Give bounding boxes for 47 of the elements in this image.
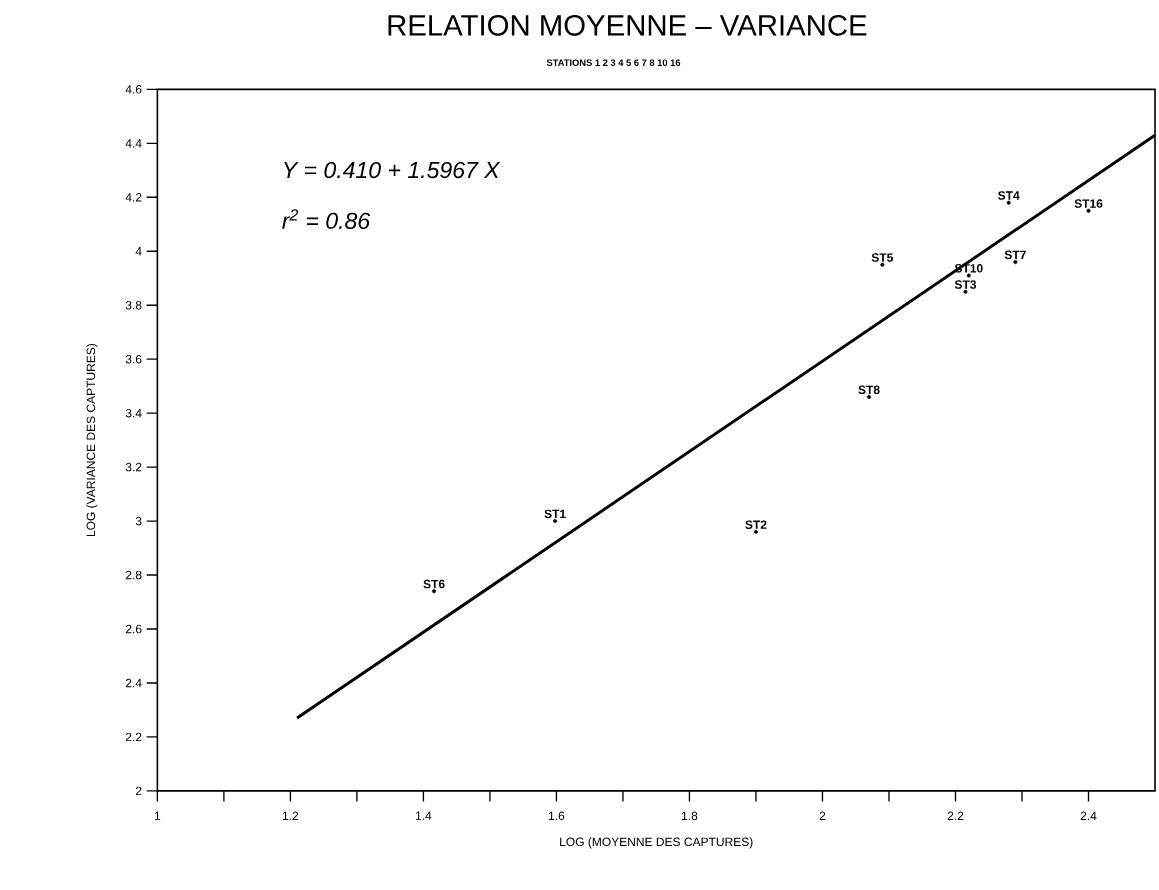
point: [432, 589, 437, 594]
y-tick-label: 3.6: [125, 355, 142, 364]
y-axis-title: LOG (VARIANCE DES CAPTURES): [86, 344, 98, 537]
point: [963, 289, 968, 294]
x-tick-label: 2: [819, 811, 826, 821]
point: [966, 273, 971, 278]
point: [753, 530, 758, 535]
data-label: ST7: [1004, 250, 1026, 260]
annotation: r$^{2}$ = 0.86: [282, 209, 371, 230]
x-tick-label: 1.6: [549, 811, 565, 821]
y-tick-label: 4: [135, 247, 142, 256]
chart-subtitle: STATIONS 1 2 3 4 5 6 7 8 10 16: [546, 59, 681, 67]
x-tick-label: 1: [154, 811, 161, 821]
x-tick-label: 1.4: [415, 811, 432, 821]
point: [867, 395, 872, 400]
x-tick-label: 2.4: [1080, 811, 1097, 821]
data-label: ST6: [423, 579, 445, 589]
y-tick-label: 2.2: [125, 732, 142, 742]
y-tick-label: 3.4: [125, 409, 142, 418]
point: [1006, 200, 1011, 205]
data-label: ST3: [954, 280, 977, 289]
y-tick-label: 4.6: [125, 85, 142, 94]
annotation: Y = 0.410 + 1.5967 X: [284, 162, 501, 179]
data-label: ST8: [858, 385, 880, 395]
data-label: ST16: [1074, 199, 1103, 209]
y-tick-label: 3.2: [125, 463, 142, 472]
x-tick-label: 1.8: [682, 811, 698, 821]
data-label: ST1: [544, 509, 566, 519]
x-tick-label: 1.2: [282, 811, 299, 821]
y-tick-label: 4.4: [125, 139, 142, 148]
x-tick-label: 2.2: [947, 811, 964, 821]
y-tick-label: 2.4: [125, 678, 142, 688]
point: [1086, 208, 1091, 213]
y-tick-label: 2.6: [125, 624, 142, 634]
y-tick-label: 2.8: [125, 570, 142, 580]
point: [553, 519, 558, 524]
chart-title: RELATION MOYENNE – VARIANCE: [388, 15, 867, 36]
data-label: ST4: [998, 191, 1020, 200]
point: [880, 262, 885, 267]
y-tick-label: 3.8: [125, 301, 142, 310]
data-label: ST5: [871, 253, 893, 263]
y-tick-label: 4.2: [125, 193, 142, 202]
y-tick-label: 3: [135, 517, 142, 526]
data-label: ST2: [745, 520, 767, 530]
x-axis-title: LOG (MOYENNE DES CAPTURES): [560, 837, 753, 849]
y-tick-label: 2: [135, 786, 142, 796]
point: [1013, 260, 1018, 265]
